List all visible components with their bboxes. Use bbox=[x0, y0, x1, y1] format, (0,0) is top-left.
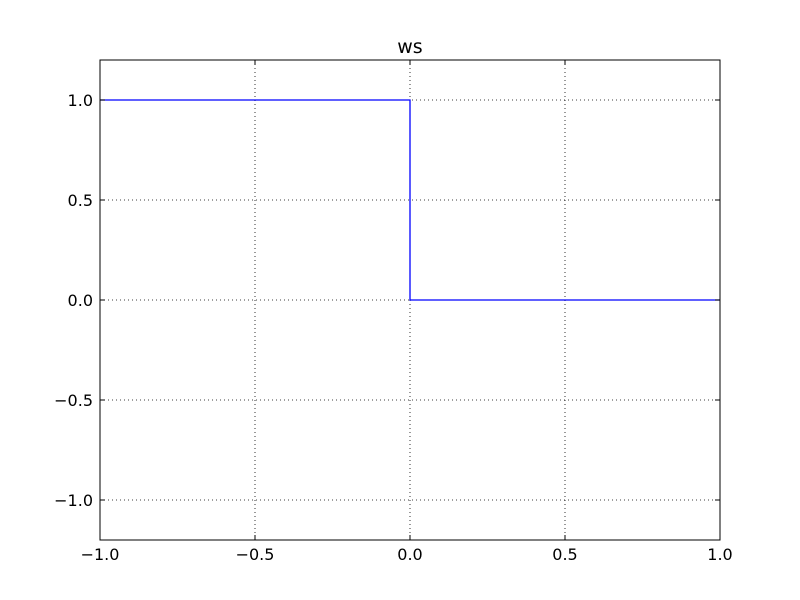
x-tick-label: 1.0 bbox=[707, 545, 732, 564]
x-tick-label: 0.5 bbox=[552, 545, 577, 564]
y-tick-label: −1.0 bbox=[54, 491, 93, 510]
x-tick-labels: −1.0 −0.5 0.0 0.5 1.0 bbox=[81, 545, 733, 564]
x-tick-label: −0.5 bbox=[236, 545, 275, 564]
tick-layer bbox=[99, 60, 721, 540]
y-tick-label: 0.5 bbox=[68, 191, 93, 210]
y-tick-label: 0.0 bbox=[68, 291, 93, 310]
chart-title: ws bbox=[397, 36, 422, 58]
y-tick-label: 1.0 bbox=[68, 91, 93, 110]
x-tick-label: 0.0 bbox=[397, 545, 422, 564]
y-tick-labels: −1.0 −0.5 0.0 0.5 1.0 bbox=[54, 91, 93, 510]
y-tick-label: −0.5 bbox=[54, 391, 93, 410]
series-line bbox=[100, 99, 720, 301]
series-layer bbox=[100, 99, 720, 301]
x-tick-label: −1.0 bbox=[81, 545, 120, 564]
